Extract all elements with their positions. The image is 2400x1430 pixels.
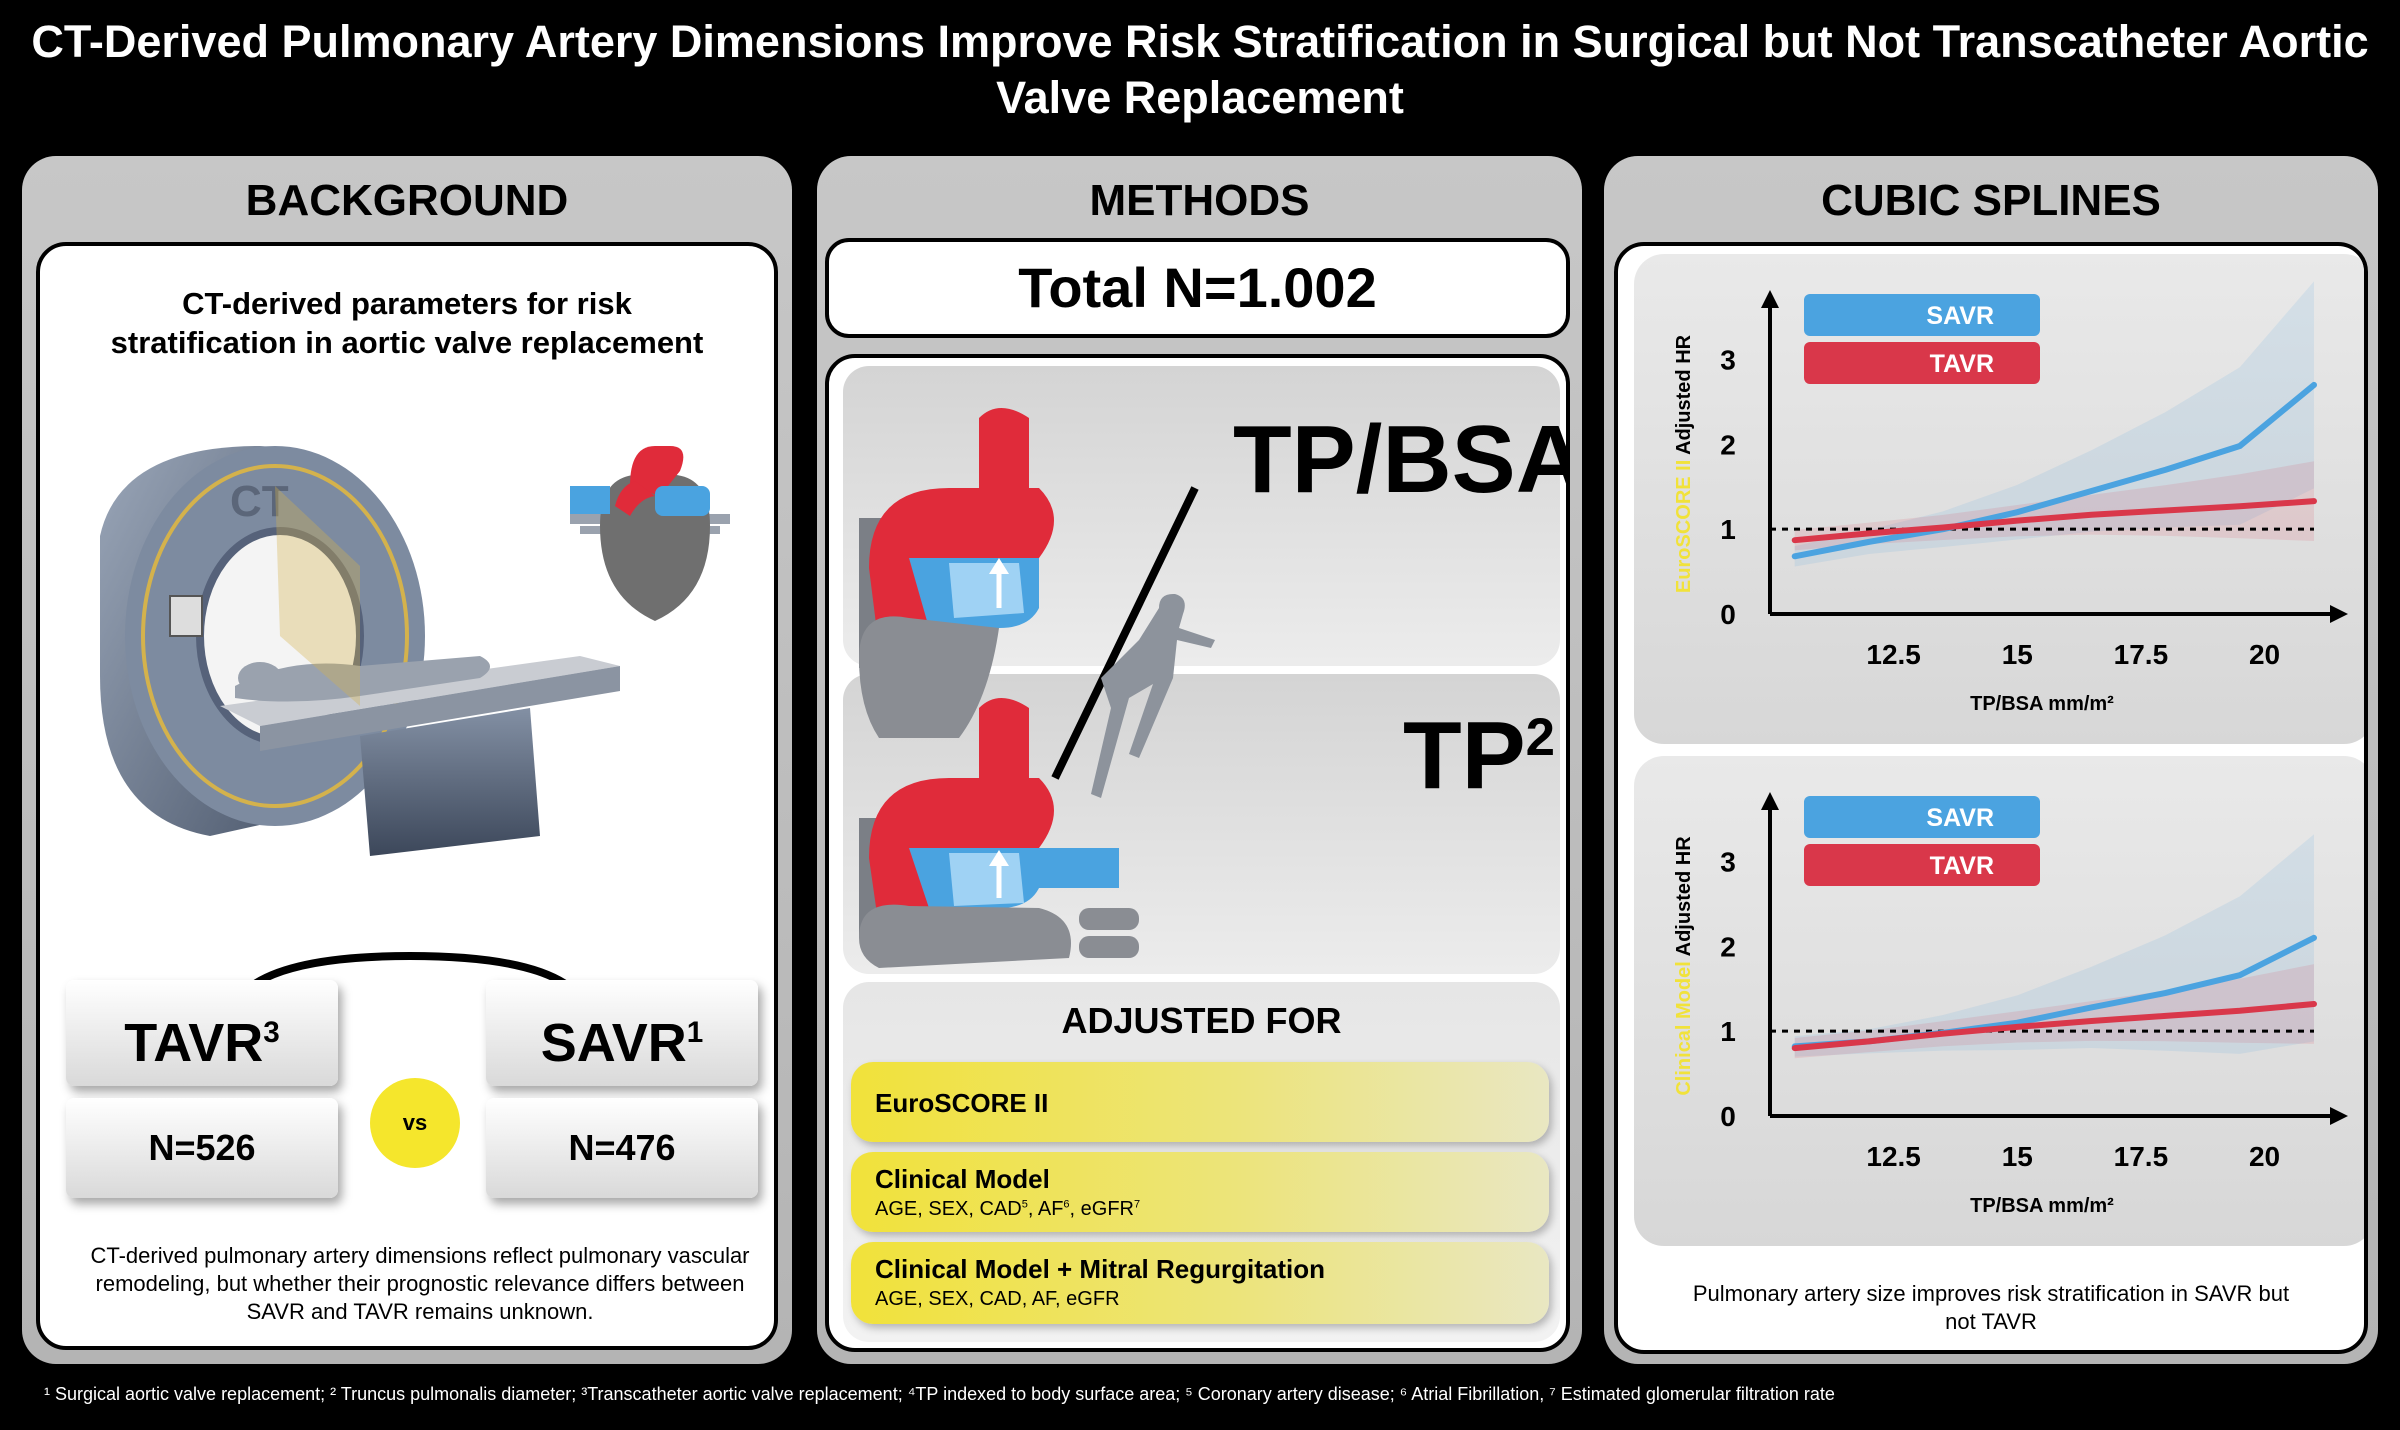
x-axis-label: TP/BSA mm/m² (1970, 1195, 2114, 1217)
tp-label: TP2 (1403, 688, 1555, 806)
pulmonary-artery-illustrations (859, 408, 1215, 968)
ct-scanner-illustration: CT (100, 446, 620, 856)
y-axis-model-label: EuroSCORE II (1673, 455, 1695, 593)
adj2-sub-c: , eGFR (1069, 1198, 1134, 1220)
splines-card: 0 1 2 3 12.5 15 17.5 20 TP/BSA mm/m² EuroSCORE II… (1614, 242, 2368, 1354)
background-heading: CT-derived parameters for risk stratific… (110, 286, 704, 360)
legend-label-tavr: TAVR (1930, 350, 1994, 378)
series-line-savr (1791, 381, 2317, 560)
tavr-label: TAVR (124, 1013, 264, 1073)
tavr-n-box: N=526 (66, 1098, 338, 1198)
chart-card-2: 0 1 2 3 12.5 15 17.5 20 TP/BSA mm/m² Clinical Mod… (1634, 756, 2364, 1246)
spline-chart-clinical-model: 0 1 2 3 12.5 15 17.5 20 TP/BSA mm/m² Clinical Mod… (1673, 792, 2348, 1217)
series-line-tavr (1791, 1001, 2317, 1052)
adjustment-euroscore: EuroSCORE II (851, 1062, 1549, 1142)
adj2-sub-a: AGE, SEX, CAD (875, 1198, 1022, 1220)
x-axis-arrow (2330, 1107, 2348, 1125)
series-line-tavr (1791, 498, 2317, 544)
background-footer: CT-derived pulmonary artery dimensions r… (90, 1243, 750, 1324)
savr-box: SAVR1 (486, 980, 758, 1086)
savr-label: SAVR (540, 1013, 687, 1073)
adj2-sub: AGE, SEX, CAD5, AF6, eGFR7 (875, 1198, 1140, 1221)
y-tick-label: 3 (1720, 344, 1736, 375)
methods-card: TP/BSA4 TP2 (825, 354, 1570, 1352)
methods-header: METHODS (1089, 176, 1310, 225)
tpbsa-text: TP/BSA (1233, 406, 1570, 513)
y-tick-label: 0 (1720, 599, 1736, 630)
y-axis-label: Clinical Model Adjusted HR (1673, 836, 1695, 1096)
y-tick-label: 2 (1720, 931, 1736, 962)
legend-label-savr: SAVR (1926, 804, 1994, 832)
adjustment-clinical-model-mr: Clinical Model + Mitral Regurgitation AG… (851, 1242, 1549, 1324)
tavr-sup: 3 (263, 1016, 280, 1049)
confidence-band-savr (1794, 834, 2314, 1057)
tp-text: TP (1403, 702, 1526, 809)
savr-n-box: N=476 (486, 1098, 758, 1198)
y-axis-hr-label: Adjusted HR (1673, 334, 1695, 455)
y-tick-label: 0 (1720, 1101, 1736, 1132)
y-axis-arrow (1761, 290, 1779, 308)
x-tick-label: 17.5 (2114, 1141, 2169, 1172)
legend-swatch-savr (1804, 796, 2040, 838)
background-header: BACKGROUND (245, 176, 569, 225)
confidence-band-savr (1794, 281, 2314, 567)
legend-swatch-tavr (1804, 844, 2040, 886)
adj2-sub-a-sup: 5 (1021, 1198, 1028, 1211)
cubic-splines-header: CUBIC SPLINES (1821, 176, 2161, 225)
x-tick-label: 17.5 (2114, 639, 2169, 670)
adj2-sub-c-sup: 7 (1134, 1198, 1141, 1211)
splines-footer: Pulmonary artery size improves risk stra… (1692, 1281, 2290, 1334)
y-tick-label: 1 (1720, 514, 1736, 545)
adj2-sub-b-sup: 6 (1063, 1198, 1070, 1211)
adj2-sub-b: , AF (1027, 1198, 1064, 1220)
spline-chart-euroscore: 0 1 2 3 12.5 15 17.5 20 TP/BSA mm/m² EuroSCORE II… (1673, 281, 2348, 715)
adj1-title: EuroSCORE II (875, 1088, 1049, 1118)
vs-badge: vs (370, 1078, 460, 1168)
y-axis-arrow (1761, 792, 1779, 810)
y-axis-label: EuroSCORE II Adjusted HR (1673, 334, 1695, 593)
total-n-box: Total N=1.002 (825, 238, 1570, 338)
x-tick-label: 12.5 (1866, 639, 1921, 670)
y-tick-label: 3 (1720, 846, 1736, 877)
savr-sup: 1 (686, 1016, 704, 1049)
x-tick-label: 15 (2002, 1141, 2033, 1172)
x-tick-label: 12.5 (1866, 1141, 1921, 1172)
adj3-title: Clinical Model + Mitral Regurgitation (875, 1254, 1325, 1284)
main-title: CT-Derived Pulmonary Artery Dimensions I… (31, 16, 2369, 123)
background-panel: BACKGROUND CT-derived parameters for ris… (22, 156, 792, 1364)
tavr-box: TAVR3 (66, 980, 338, 1086)
adjusted-for-card: ADJUSTED FOR EuroSCORE II Clinical Model… (843, 982, 1560, 1342)
adjusted-for-header: ADJUSTED FOR (1061, 1000, 1342, 1041)
tp-sup: 2 (1525, 708, 1556, 767)
y-tick-label: 1 (1720, 1016, 1736, 1047)
x-axis-label: TP/BSA mm/m² (1970, 693, 2114, 715)
adjustment-clinical-model: Clinical Model AGE, SEX, CAD5, AF6, eGFR… (851, 1152, 1549, 1232)
legend-swatch-tavr (1804, 342, 2040, 384)
y-tick-label: 2 (1720, 429, 1736, 460)
ct-label: CT (230, 477, 289, 526)
heart-icon (570, 446, 730, 621)
legend-label-savr: SAVR (1926, 302, 1994, 330)
methods-panel: METHODS Total N=1.002 TP/BSA4 TP2 (817, 156, 1582, 1364)
adj3-sub: AGE, SEX, CAD, AF, eGFR (875, 1288, 1120, 1310)
cubic-splines-panel: CUBIC SPLINES 0 1 2 3 12.5 15 17.5 20 TP/BSA mm/… (1604, 156, 2378, 1364)
legend-swatch-savr (1804, 294, 2040, 336)
footnote: ¹ Surgical aortic valve replacement; ² T… (44, 1384, 1835, 1404)
adj2-title: Clinical Model (875, 1164, 1050, 1194)
y-axis-model-label: Clinical Model (1673, 956, 1695, 1095)
chart-card-1: 0 1 2 3 12.5 15 17.5 20 TP/BSA mm/m² EuroSCORE II… (1634, 254, 2364, 744)
y-axis-hr-label: Adjusted HR (1673, 836, 1695, 957)
background-card: CT-derived parameters for risk stratific… (36, 242, 778, 1350)
tpbsa-label: TP/BSA4 (1233, 392, 1570, 513)
x-axis-arrow (2330, 605, 2348, 623)
x-tick-label: 20 (2249, 1141, 2280, 1172)
x-tick-label: 15 (2002, 639, 2033, 670)
x-tick-label: 20 (2249, 639, 2280, 670)
legend-label-tavr: TAVR (1930, 852, 1994, 880)
